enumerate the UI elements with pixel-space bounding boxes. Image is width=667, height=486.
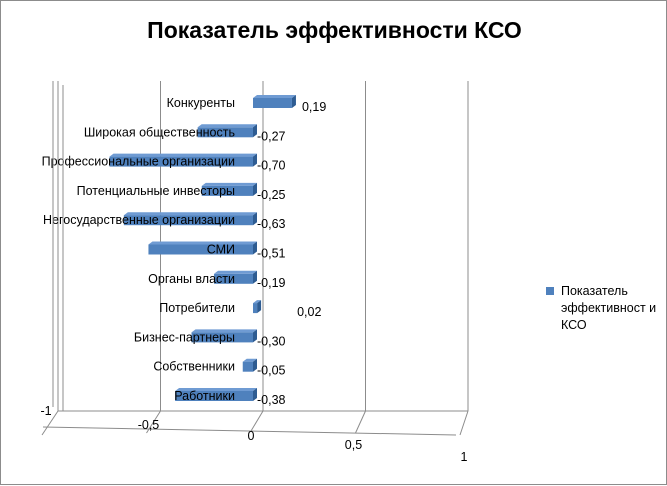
bar	[191, 332, 253, 343]
chart-legend: Показатель эффективност и КСО	[546, 283, 666, 334]
bar	[148, 244, 253, 255]
data-label: -0,63	[257, 217, 286, 231]
bar-side	[253, 241, 257, 255]
bar-side	[253, 124, 257, 138]
bar	[253, 303, 258, 314]
data-label: 0,02	[297, 305, 321, 319]
data-label: -0,51	[257, 247, 286, 261]
bar	[175, 391, 253, 401]
data-label: -0,27	[257, 129, 286, 143]
bar-side	[257, 300, 262, 314]
category-label: Работники	[174, 389, 235, 403]
bar-side	[253, 270, 257, 284]
chart-title: Показатель эффективности КСО	[147, 17, 522, 43]
legend-label: Показатель эффективност и КСО	[561, 284, 657, 332]
bar-top	[109, 153, 257, 157]
category-label: Потребители	[159, 301, 235, 315]
bar-top	[123, 212, 257, 216]
bar-top	[175, 388, 257, 391]
bar	[253, 98, 292, 108]
x-tick-label: -1	[40, 404, 51, 418]
bar-side	[253, 329, 257, 343]
category-label: Профессиональные организации	[42, 155, 235, 169]
data-label: -0,25	[257, 188, 286, 202]
bar-side	[253, 153, 257, 167]
bar-side	[291, 95, 296, 108]
floor-front-edge	[42, 426, 457, 436]
bar	[214, 273, 253, 284]
bar-top	[197, 124, 257, 128]
bar-top	[191, 329, 257, 333]
bar-top	[253, 300, 262, 304]
bar-top	[253, 95, 296, 98]
bar-top	[201, 182, 257, 186]
bar	[242, 361, 253, 372]
data-label: -0,38	[257, 393, 286, 407]
data-label: -0,05	[257, 364, 286, 378]
category-label: Собственники	[153, 360, 235, 374]
category-label: Конкуренты	[167, 96, 235, 110]
bar-side	[253, 212, 257, 226]
bar	[109, 156, 253, 167]
data-label: -0,30	[257, 334, 286, 348]
grid-line-floor	[41, 410, 59, 436]
grid-line-floor	[459, 410, 469, 436]
x-tick-label: -0,5	[138, 418, 160, 432]
category-label: Бизнес-партнеры	[134, 330, 235, 344]
category-label: Широкая общественность	[84, 125, 235, 139]
bar	[123, 215, 253, 226]
bar	[197, 127, 253, 138]
data-label: -0,19	[257, 276, 286, 290]
x-tick-label: 1	[461, 450, 468, 464]
category-label: Потенциальные инвесторы	[77, 184, 235, 198]
grid-line-floor	[355, 410, 366, 434]
category-label: Негосударственные организации	[43, 213, 235, 227]
bar-side	[253, 358, 257, 372]
legend-swatch	[546, 287, 554, 295]
data-label: -0,70	[257, 159, 286, 173]
bar-side	[253, 182, 257, 196]
bar-top	[214, 270, 257, 274]
bar-side	[253, 388, 257, 401]
category-label: Органы власти	[148, 272, 235, 286]
data-label: 0,19	[302, 100, 326, 114]
x-tick-label: 0,5	[345, 438, 362, 452]
bar-top	[242, 358, 257, 362]
x-tick-label: 0	[248, 429, 255, 443]
bar-top	[148, 241, 257, 245]
bar	[201, 185, 253, 196]
category-label: СМИ	[207, 243, 235, 257]
grid-line-floor	[250, 410, 264, 432]
